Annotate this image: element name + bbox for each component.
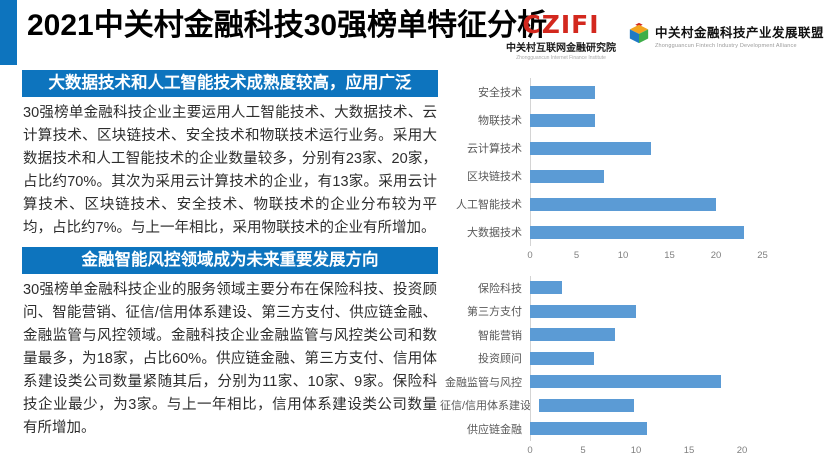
bar-track (530, 276, 826, 300)
logo-row: CZIFI 中关村互联网金融研究院 Zhongguancun Internet … (506, 12, 824, 61)
bar-track (530, 162, 826, 190)
technology-usage-bar-chart: 安全技术物联技术云计算技术区块链技术人工智能技术大数据技术 0 5 10 15 20 25 (440, 78, 826, 261)
data-bar (539, 398, 635, 412)
chart-row: 保险科技 (440, 276, 826, 300)
data-bar (530, 328, 615, 342)
category-label: 投资顾问 (478, 353, 522, 366)
bar-track (530, 323, 826, 347)
category-label: 保险科技 (478, 282, 522, 295)
category-label: 云计算技术 (467, 143, 522, 155)
data-bar (530, 85, 596, 99)
chart-plot-area: 安全技术物联技术云计算技术区块链技术人工智能技术大数据技术 (440, 78, 826, 246)
section-body-riskcontrol: 30强榜单金融科技企业的服务领域主要分布在保险科技、投资顾问、智能营销、征信/信… (23, 282, 437, 436)
chart-row: 供应链金融 (440, 417, 826, 441)
data-bar (530, 304, 636, 318)
category-label: 征信/信用体系建设 (440, 400, 532, 413)
chart-row: 第三方支付 (440, 300, 826, 324)
alliance-logo-name: 中关村金融科技产业发展联盟 (654, 26, 824, 40)
category-label: 物联技术 (478, 115, 522, 127)
x-axis-tick-label: 15 (683, 444, 695, 456)
bar-track (530, 300, 826, 324)
category-label: 智能营销 (478, 329, 522, 342)
bar-track (530, 218, 826, 246)
x-axis-tick-label: 0 (527, 444, 533, 456)
alliance-logo-text: 中关村金融科技产业发展联盟 Zhongguancun Fintech Indus… (655, 22, 824, 49)
bar-track (530, 78, 826, 106)
chart-row: 人工智能技术 (440, 190, 826, 218)
czifi-logo: CZIFI 中关村互联网金融研究院 Zhongguancun Internet … (506, 12, 616, 61)
category-label: 人工智能技术 (456, 199, 522, 211)
data-bar (530, 169, 605, 183)
bar-track (530, 134, 826, 162)
chart-plot-area: 保险科技第三方支付智能营销投资顾问金融监管与风控 征信/信用体系建设供应链金融 (440, 276, 826, 441)
alliance-logo-subtitle: Zhongguancun Fintech Industry Developmen… (654, 43, 797, 49)
data-bar (530, 113, 596, 127)
chart-row: 大数据技术 (440, 218, 826, 246)
chart-row: 投资顾问 (440, 347, 826, 371)
category-label: 供应链金融 (467, 423, 522, 436)
x-axis-tick-label: 0 (527, 250, 533, 261)
bar-track (530, 370, 826, 394)
section-heading-riskcontrol: 金融智能风控领域成为未来重要发展方向 (22, 247, 438, 274)
data-bar (530, 225, 744, 239)
bar-track (530, 106, 826, 134)
x-axis-tick-label: 20 (710, 250, 722, 261)
title-accent-bar (0, 0, 17, 65)
bar-track (530, 190, 826, 218)
data-bar (530, 351, 594, 365)
x-axis-tick-label: 10 (617, 250, 629, 261)
alliance-cube-icon (628, 22, 650, 49)
data-bar (530, 422, 647, 436)
chart-row: 物联技术 (440, 106, 826, 134)
chart-row: 征信/信用体系建设 (440, 394, 826, 418)
chart-row: 金融监管与风控 (440, 370, 826, 394)
alliance-logo: 中关村金融科技产业发展联盟 Zhongguancun Fintech Indus… (628, 22, 824, 49)
x-axis: 0 5 10 15 20 (440, 441, 826, 456)
data-bar (530, 281, 562, 295)
service-field-bar-chart: 保险科技第三方支付智能营销投资顾问金融监管与风控 征信/信用体系建设供应链金融 0 5… (440, 276, 826, 456)
page-title: 2021中关村金融科技30强榜单特征分析 (27, 9, 548, 42)
x-axis-tick-label: 5 (580, 444, 586, 456)
analysis-column: 大数据技术和人工智能技术成熟度较高，应用广泛 30强榜单金融科技企业主要运用人工… (22, 70, 438, 447)
czifi-logo-acronym: CZIFI (522, 10, 600, 39)
chart-row: 安全技术 (440, 78, 826, 106)
chart-row: 区块链技术 (440, 162, 826, 190)
czifi-logo-name: 中关村互联网金融研究院 (505, 43, 616, 54)
x-axis-tick-label: 5 (573, 250, 580, 261)
czifi-logo-subtitle: Zhongguancun Internet Finance Institute (516, 55, 606, 61)
x-axis-tick-label: 25 (757, 250, 768, 261)
category-label: 金融监管与风控 (445, 376, 522, 389)
y-axis-line (530, 78, 531, 246)
section-heading-technology: 大数据技术和人工智能技术成熟度较高，应用广泛 (22, 70, 438, 97)
x-axis-tick-label: 15 (664, 250, 675, 261)
x-axis-tick-label: 10 (630, 444, 642, 456)
section-body-technology: 30强榜单金融科技企业主要运用人工智能技术、大数据技术、云计算技术、区块链技术、… (23, 105, 437, 236)
data-bar (530, 375, 721, 389)
x-axis: 0 5 10 15 20 25 (440, 246, 826, 261)
bar-track (530, 417, 826, 441)
chart-row: 智能营销 (440, 323, 826, 347)
category-label: 安全技术 (478, 87, 522, 99)
category-label: 区块链技术 (467, 171, 522, 183)
data-bar (530, 197, 716, 211)
category-label: 大数据技术 (467, 227, 522, 239)
category-label: 第三方支付 (467, 306, 522, 319)
x-axis-tick-label: 20 (736, 444, 748, 456)
data-bar (530, 141, 651, 155)
bar-track (539, 394, 826, 418)
bar-track (530, 347, 826, 371)
chart-row: 云计算技术 (440, 134, 826, 162)
